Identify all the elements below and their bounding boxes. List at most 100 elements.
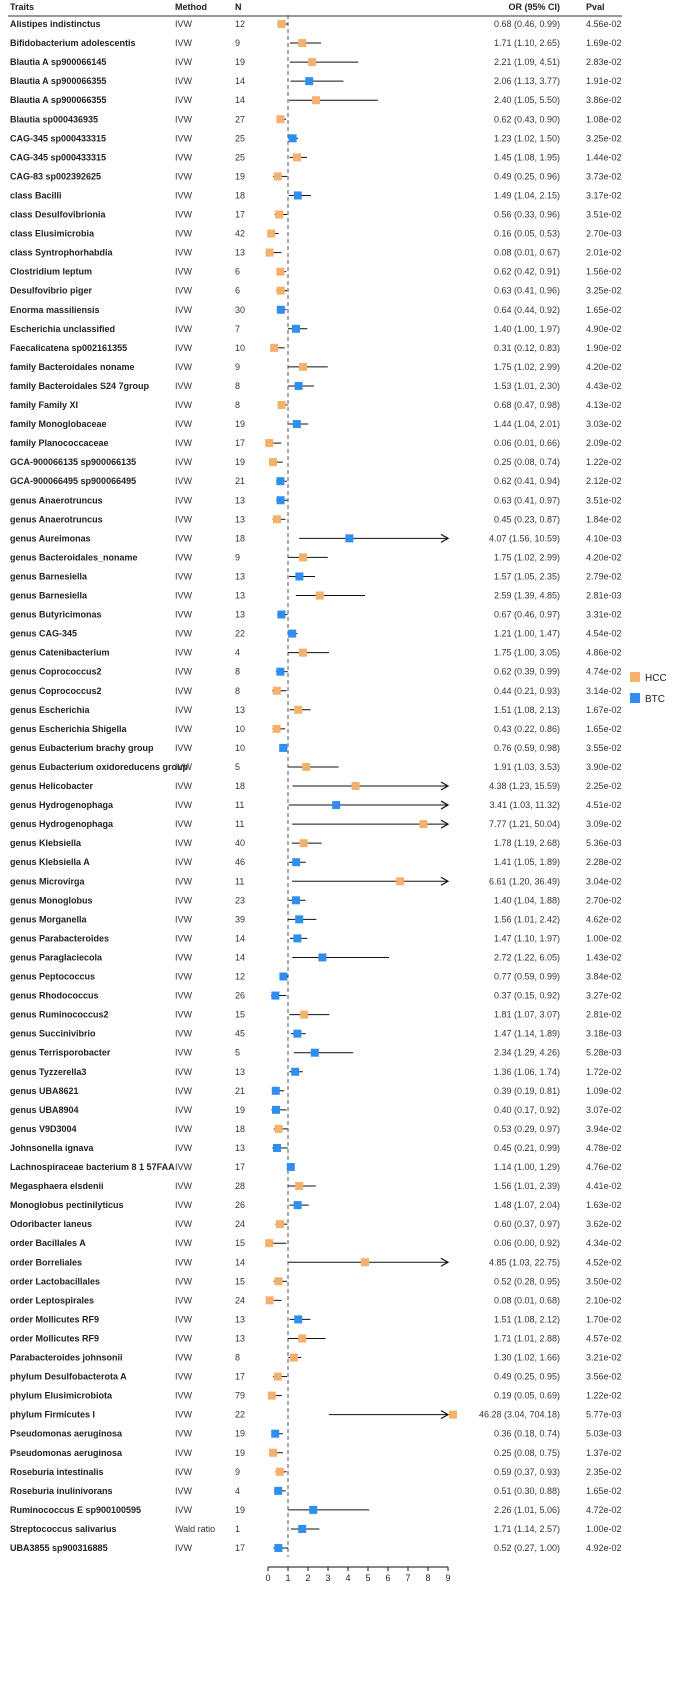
table-row: family Family XI IVW 8 0.68 (0.47, 0.98) 4.1… bbox=[10, 400, 622, 410]
or-ci-cell: 0.37 (0.15, 0.92) bbox=[494, 991, 560, 1001]
pval-cell: 1.70e-02 bbox=[586, 1314, 622, 1324]
trait-label: genus Peptococcus bbox=[10, 972, 95, 982]
legend-item-hcc: HCC bbox=[630, 672, 667, 684]
table-row: genus Coprococcus2 IVW 8 0.44 (0.21, 0.93) 3… bbox=[10, 686, 622, 696]
point-estimate bbox=[276, 305, 285, 314]
or-ci-cell: 0.52 (0.27, 1.00) bbox=[494, 1543, 560, 1553]
n-cell: 13 bbox=[235, 248, 245, 258]
trait-label: genus Aureimonas bbox=[10, 533, 91, 543]
table-row: Johnsonella ignava IVW 13 0.45 (0.21, 0.99)… bbox=[10, 1143, 622, 1153]
or-ci-cell: 3.41 (1.03, 11.32) bbox=[490, 800, 560, 810]
n-cell: 9 bbox=[235, 38, 240, 48]
table-row: GCA-900066495 sp900066495 IVW 21 0.62 (0.41… bbox=[10, 476, 622, 486]
method-cell: IVW bbox=[175, 876, 193, 886]
point-estimate bbox=[276, 496, 285, 505]
point-estimate bbox=[396, 877, 405, 886]
method-cell: IVW bbox=[175, 952, 193, 962]
point-estimate bbox=[292, 420, 301, 429]
table-row: genus Eubacterium brachy group IVW 10 0.76 … bbox=[10, 743, 622, 753]
method-cell: IVW bbox=[175, 1448, 193, 1458]
pval-cell: 1.09e-02 bbox=[586, 1086, 622, 1096]
pval-cell: 1.44e-02 bbox=[586, 152, 622, 162]
or-ci-cell: 4.07 (1.56, 10.59) bbox=[489, 533, 560, 543]
method-cell: IVW bbox=[175, 476, 193, 486]
legend-swatch bbox=[630, 693, 640, 703]
method-cell: IVW bbox=[175, 1200, 193, 1210]
table-row: genus V9D3004 IVW 18 0.53 (0.29, 0.97) 3.94e… bbox=[10, 1124, 622, 1134]
table-row: genus Terrisporobacter IVW 5 2.34 (1.29, 4.… bbox=[10, 1048, 622, 1058]
or-ci-cell: 1.75 (1.02, 2.99) bbox=[494, 362, 560, 372]
or-ci-cell: 1.57 (1.05, 2.35) bbox=[494, 571, 560, 581]
or-ci-cell: 1.71 (1.01, 2.88) bbox=[494, 1333, 560, 1343]
pval-cell: 1.37e-02 bbox=[586, 1448, 622, 1458]
point-estimate bbox=[295, 572, 304, 581]
table-row: GCA-900066135 sp900066135 IVW 19 0.25 (0.08… bbox=[10, 457, 622, 467]
trait-label: genus Bacteroidales_noname bbox=[10, 552, 138, 562]
trait-label: genus Klebsiella A bbox=[10, 857, 90, 867]
pval-cell: 1.22e-02 bbox=[586, 1391, 622, 1401]
method-cell: IVW bbox=[175, 362, 193, 372]
or-ci-cell: 0.19 (0.05, 0.69) bbox=[494, 1391, 560, 1401]
x-tick-label: 0 bbox=[265, 1573, 270, 1583]
pval-cell: 4.43e-02 bbox=[586, 381, 622, 391]
point-estimate bbox=[267, 229, 276, 238]
or-ci-cell: 1.30 (1.02, 1.66) bbox=[494, 1353, 560, 1363]
point-estimate bbox=[275, 1467, 284, 1476]
or-ci-cell: 7.77 (1.21, 50.04) bbox=[489, 819, 560, 829]
point-estimate bbox=[273, 1372, 282, 1381]
pval-cell: 4.74e-02 bbox=[586, 667, 622, 677]
n-cell: 30 bbox=[235, 305, 245, 315]
pval-cell: 1.90e-02 bbox=[586, 343, 622, 353]
method-cell: IVW bbox=[175, 1257, 193, 1267]
method-cell: IVW bbox=[175, 1105, 193, 1115]
n-cell: 21 bbox=[235, 476, 245, 486]
trait-label: genus Rhodococcus bbox=[10, 991, 99, 1001]
method-cell: IVW bbox=[175, 571, 193, 581]
n-cell: 40 bbox=[235, 838, 245, 848]
table-row: genus Barnesiella IVW 13 2.59 (1.39, 4.85) 2… bbox=[10, 591, 622, 601]
n-cell: 9 bbox=[235, 1467, 240, 1477]
table-row: genus Succinivibrio IVW 45 1.47 (1.14, 1.89… bbox=[10, 1029, 622, 1039]
or-ci-cell: 1.81 (1.07, 3.07) bbox=[494, 1010, 560, 1020]
table-row: genus Butyricimonas IVW 13 0.67 (0.46, 0.97… bbox=[10, 610, 622, 620]
n-cell: 11 bbox=[235, 876, 244, 886]
n-cell: 11 bbox=[235, 819, 244, 829]
point-estimate bbox=[300, 1010, 309, 1019]
pval-cell: 1.56e-02 bbox=[586, 267, 622, 277]
or-ci-cell: 1.40 (1.04, 1.88) bbox=[494, 895, 560, 905]
pval-cell: 3.27e-02 bbox=[586, 991, 622, 1001]
table-row: Bifidobacterium adolescentis IVW 9 1.71 (1.… bbox=[10, 38, 622, 48]
trait-label: Faecalicatena sp002161355 bbox=[10, 343, 127, 353]
pval-cell: 1.65e-02 bbox=[586, 1486, 622, 1496]
point-estimate bbox=[269, 1448, 277, 1457]
or-ci-cell: 2.72 (1.22, 6.05) bbox=[494, 952, 560, 962]
trait-label: phylum Desulfobacterota A bbox=[10, 1372, 127, 1382]
table-row: class Syntrophorhabdia IVW 13 0.08 (0.01, 0… bbox=[10, 248, 622, 258]
point-estimate bbox=[272, 1105, 280, 1114]
trait-label: Enorma massiliensis bbox=[10, 305, 100, 315]
pval-cell: 4.54e-02 bbox=[586, 629, 622, 639]
table-row: Blautia A sp900066355 IVW 14 2.40 (1.05, 5.… bbox=[10, 95, 622, 105]
table-row: Roseburia inulinivorans IVW 4 0.51 (0.30, 0… bbox=[10, 1486, 622, 1496]
table-row: Lachnospiraceae bacterium 8 1 57FAA IVW 17… bbox=[10, 1162, 622, 1172]
trait-label: Alistipes indistinctus bbox=[10, 19, 101, 29]
method-cell: IVW bbox=[175, 1391, 193, 1401]
or-ci-cell: 0.51 (0.30, 0.88) bbox=[494, 1486, 560, 1496]
n-cell: 17 bbox=[235, 1543, 245, 1553]
point-estimate bbox=[276, 267, 285, 276]
trait-label: genus Anaerotruncus bbox=[10, 514, 103, 524]
pval-cell: 1.65e-02 bbox=[586, 305, 622, 315]
table-row: Escherichia unclassified IVW 7 1.40 (1.00, … bbox=[10, 324, 622, 334]
pval-cell: 5.77e-03 bbox=[586, 1410, 622, 1420]
table-row: Megasphaera elsdenii IVW 28 1.56 (1.01, 2.3… bbox=[10, 1181, 622, 1191]
pval-cell: 1.63e-02 bbox=[586, 1200, 622, 1210]
n-cell: 13 bbox=[235, 610, 245, 620]
trait-label: genus UBA8621 bbox=[10, 1086, 79, 1096]
method-cell: IVW bbox=[175, 210, 193, 220]
pval-cell: 4.90e-02 bbox=[586, 324, 622, 334]
or-ci-cell: 1.71 (1.10, 2.65) bbox=[494, 38, 560, 48]
or-ci-cell: 0.53 (0.29, 0.97) bbox=[494, 1124, 560, 1134]
table-row: genus Hydrogenophaga IVW 11 3.41 (1.03, 11.… bbox=[10, 800, 622, 810]
method-cell: IVW bbox=[175, 229, 193, 239]
method-cell: IVW bbox=[175, 267, 193, 277]
